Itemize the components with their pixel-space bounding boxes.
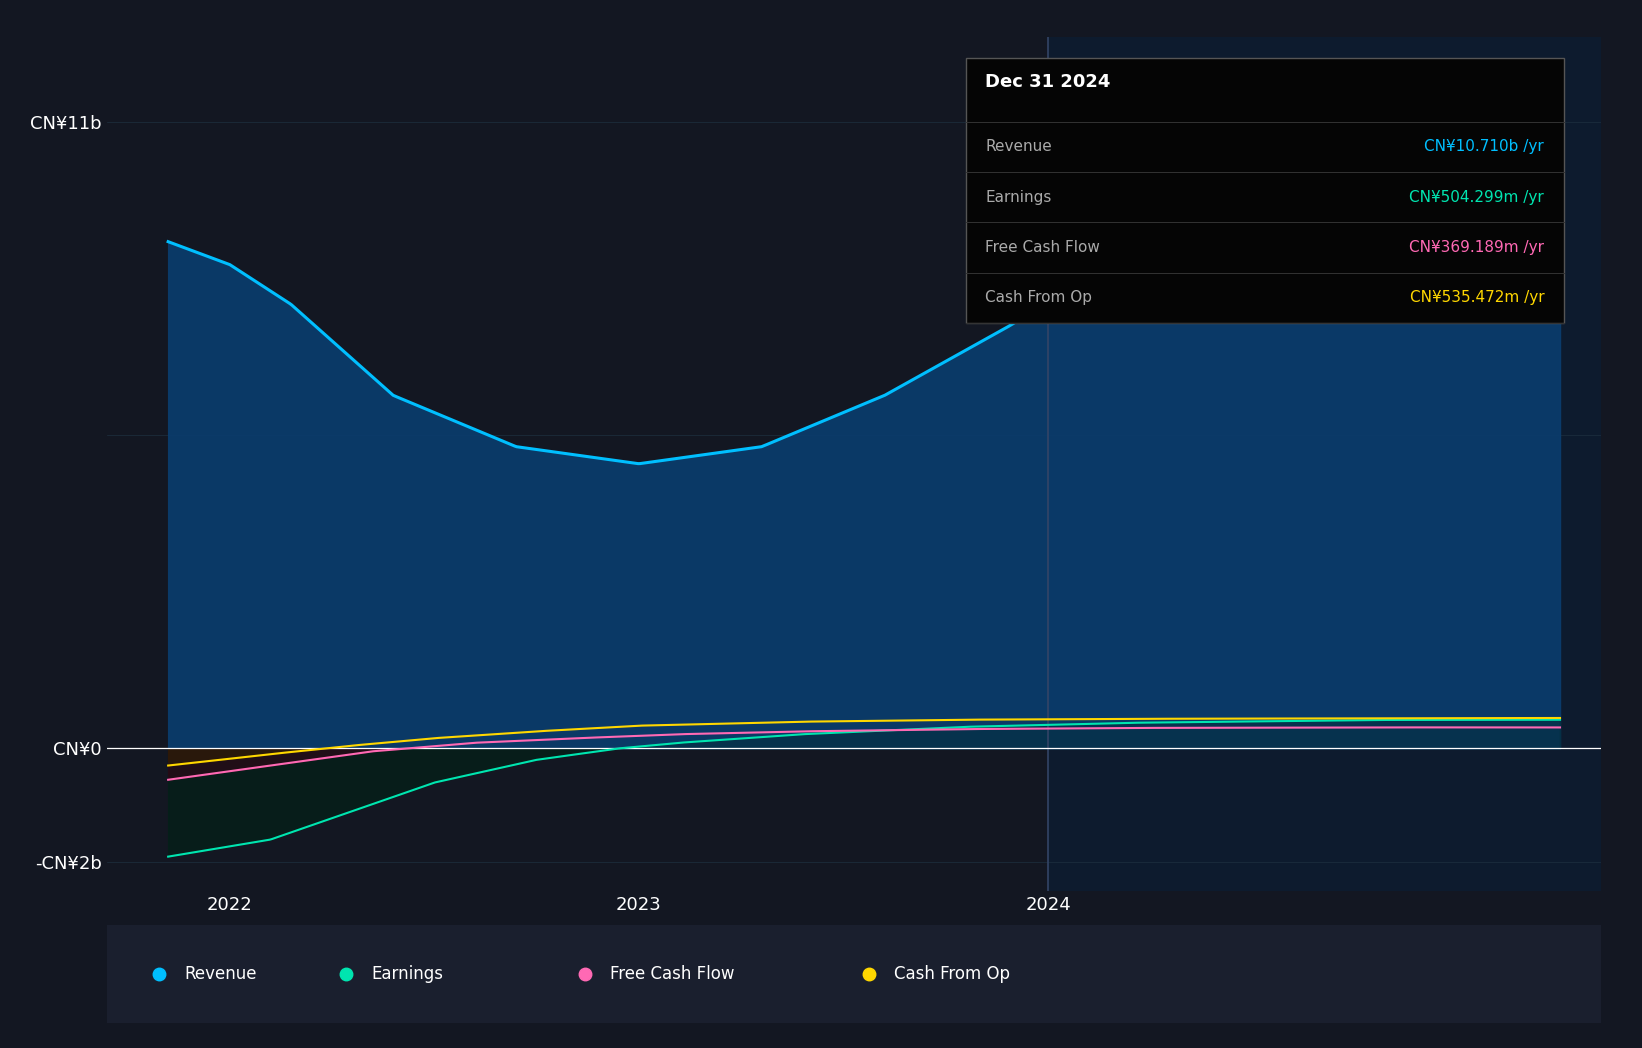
Text: CN¥535.472m /yr: CN¥535.472m /yr — [1409, 290, 1543, 305]
Text: CN¥369.189m /yr: CN¥369.189m /yr — [1409, 240, 1543, 255]
Text: CN¥504.299m /yr: CN¥504.299m /yr — [1409, 190, 1543, 204]
Text: Revenue: Revenue — [184, 964, 256, 983]
Text: Free Cash Flow: Free Cash Flow — [611, 964, 734, 983]
Text: Free Cash Flow: Free Cash Flow — [985, 240, 1100, 255]
Text: CN¥10.710b /yr: CN¥10.710b /yr — [1424, 139, 1543, 154]
Text: Cash From Op: Cash From Op — [895, 964, 1010, 983]
Bar — [1048, 37, 1642, 891]
FancyBboxPatch shape — [107, 925, 1601, 1023]
Text: Earnings: Earnings — [985, 190, 1053, 204]
Text: Earnings: Earnings — [371, 964, 443, 983]
Text: Cash From Op: Cash From Op — [985, 290, 1092, 305]
FancyBboxPatch shape — [965, 58, 1563, 323]
Text: Past: Past — [1061, 85, 1105, 103]
Text: Revenue: Revenue — [985, 139, 1053, 154]
Text: Dec 31 2024: Dec 31 2024 — [985, 73, 1110, 91]
